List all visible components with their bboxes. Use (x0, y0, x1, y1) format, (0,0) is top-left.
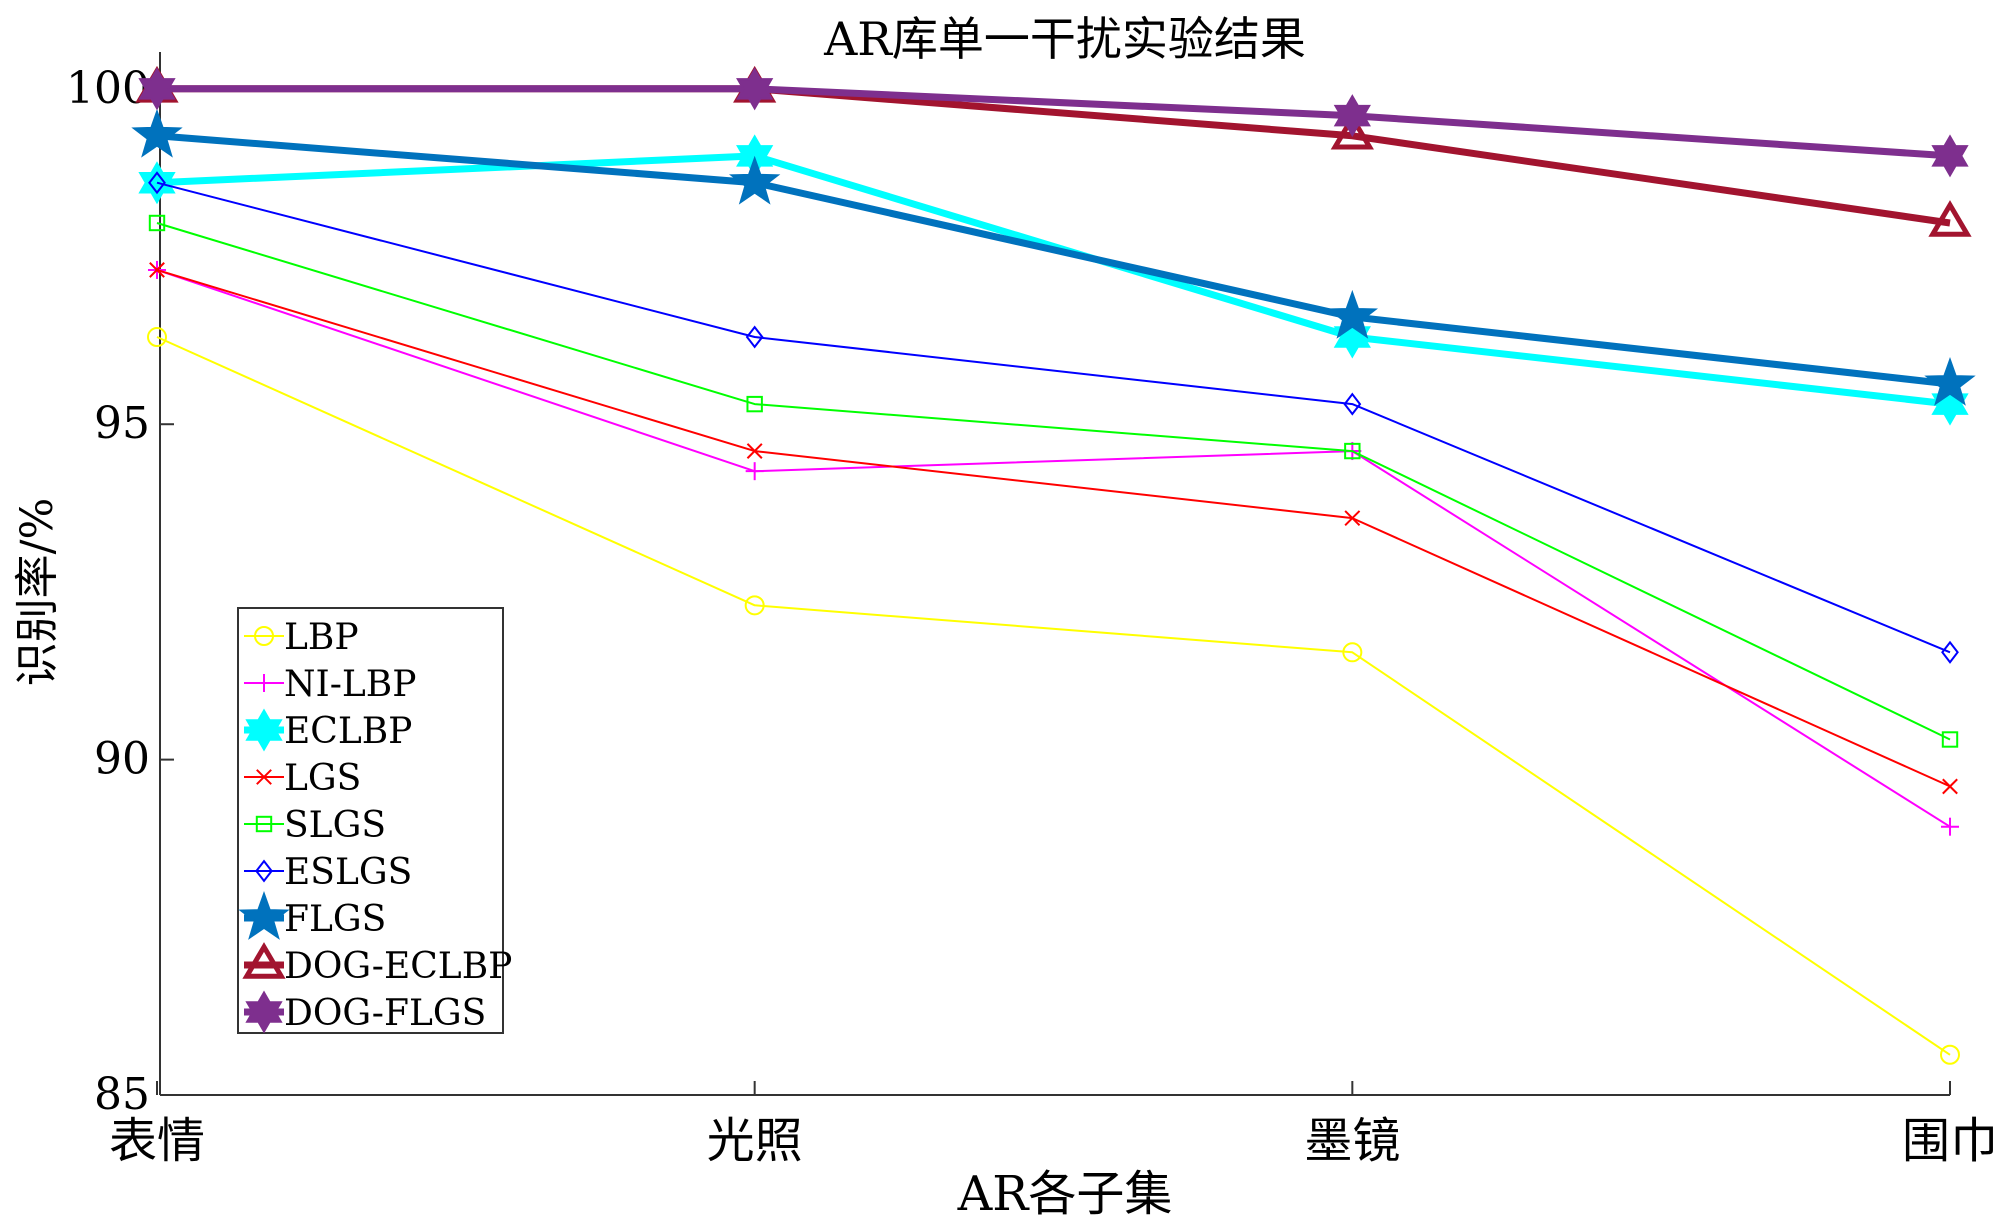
data-point (255, 815, 273, 833)
data-point (255, 674, 273, 692)
data-point (1924, 356, 1976, 406)
data-point (746, 395, 763, 413)
data-point (1343, 392, 1362, 416)
data-point (138, 67, 176, 111)
data-point (1928, 200, 1972, 237)
data-point (245, 990, 283, 1034)
series-line (156, 268, 1951, 828)
y-axis-label: 识别率/% (12, 498, 63, 687)
y-tick-label: 90 (94, 734, 150, 785)
data-point (745, 325, 764, 349)
data-point (1942, 778, 1958, 795)
x-b (149, 262, 165, 278)
legend-entry: ECLBP (244, 708, 412, 752)
series-lbp (147, 327, 1960, 1065)
data-point (1344, 510, 1361, 527)
data-point (1342, 642, 1363, 663)
series-eclbp (138, 134, 1969, 426)
data-point (256, 769, 272, 785)
legend-entry: SLGS (244, 805, 386, 846)
legend-label: SLGS (284, 805, 386, 846)
legend-entry: NI-LBP (244, 664, 416, 705)
legend-label: DOG-ECLBP (284, 946, 512, 987)
data-point (736, 67, 774, 111)
chart-title: AR库单一干扰实验结果 (823, 12, 1306, 66)
data-point (242, 942, 286, 979)
legend-entry: LGS (244, 758, 361, 799)
data-point (1330, 112, 1374, 150)
data-point (1333, 94, 1371, 138)
data-point (148, 171, 166, 195)
data-point (149, 262, 165, 278)
x-b (1942, 778, 1958, 795)
x-b (746, 443, 763, 459)
series-line (156, 268, 1951, 788)
data-point (147, 327, 167, 348)
legend-label: LBP (284, 617, 359, 658)
data-point (1931, 134, 1969, 178)
data-point (238, 891, 290, 940)
data-point (1333, 315, 1371, 359)
x-b (1344, 510, 1361, 527)
data-point (746, 443, 763, 459)
legend-label: FLGS (284, 899, 386, 940)
legend-label: ECLBP (284, 711, 412, 752)
x-b (256, 769, 272, 785)
data-point (255, 859, 273, 883)
legend-label: LGS (284, 758, 361, 799)
series-eslgs (148, 171, 1959, 664)
series-line (156, 132, 1951, 388)
legend-label: DOG-FLGS (284, 993, 486, 1034)
legend-entry: DOG-ECLBP (242, 942, 512, 987)
x-tick-label: 光照 (707, 1113, 803, 1169)
x-axis-label: AR各子集 (957, 1166, 1173, 1222)
data-point (1941, 640, 1959, 664)
series-layer (131, 65, 1976, 1065)
legend: LBP NI-LBP ECLBP LGS SLGS ESLGS FLGS DOG-ECLBP D… (237, 607, 512, 1034)
series-line (156, 152, 1951, 408)
data-point (745, 462, 764, 481)
data-point (254, 626, 274, 646)
data-point (744, 595, 765, 616)
series-line (156, 181, 1951, 654)
data-point (245, 708, 283, 752)
data-point (1941, 817, 1959, 836)
x-tick-label: 墨镜 (1304, 1113, 1400, 1169)
data-point (1940, 1044, 1960, 1065)
x-tick-label: 围巾 (1902, 1113, 1998, 1169)
data-point (131, 108, 183, 158)
y-tick-label: 95 (94, 398, 150, 449)
data-point (729, 155, 781, 205)
series-flgs (131, 108, 1976, 406)
data-point (1941, 731, 1959, 748)
legend-label: ESLGS (284, 852, 412, 893)
legend-label: NI-LBP (284, 664, 416, 705)
legend-entry: LBP (244, 617, 359, 658)
legend-entry: FLGS (238, 891, 386, 940)
axes: 85 90 95 100 表情 光照 墨镜 围巾 (66, 52, 1998, 1169)
data-point (1344, 442, 1361, 460)
series-lgs (149, 262, 1958, 795)
y-tick-label: 100 (66, 63, 150, 114)
legend-entry: DOG-FLGS (244, 990, 486, 1034)
data-point (148, 214, 166, 232)
y-tick-label: 85 (94, 1069, 150, 1120)
legend-entry: ESLGS (244, 852, 412, 893)
series-dog-flgs (138, 67, 1969, 178)
x-tick-label: 表情 (109, 1113, 205, 1169)
data-point (1326, 289, 1378, 339)
series-line (156, 336, 1951, 1056)
series-line (157, 85, 1951, 160)
series-slgs (148, 214, 1959, 748)
series-line (156, 222, 1951, 741)
